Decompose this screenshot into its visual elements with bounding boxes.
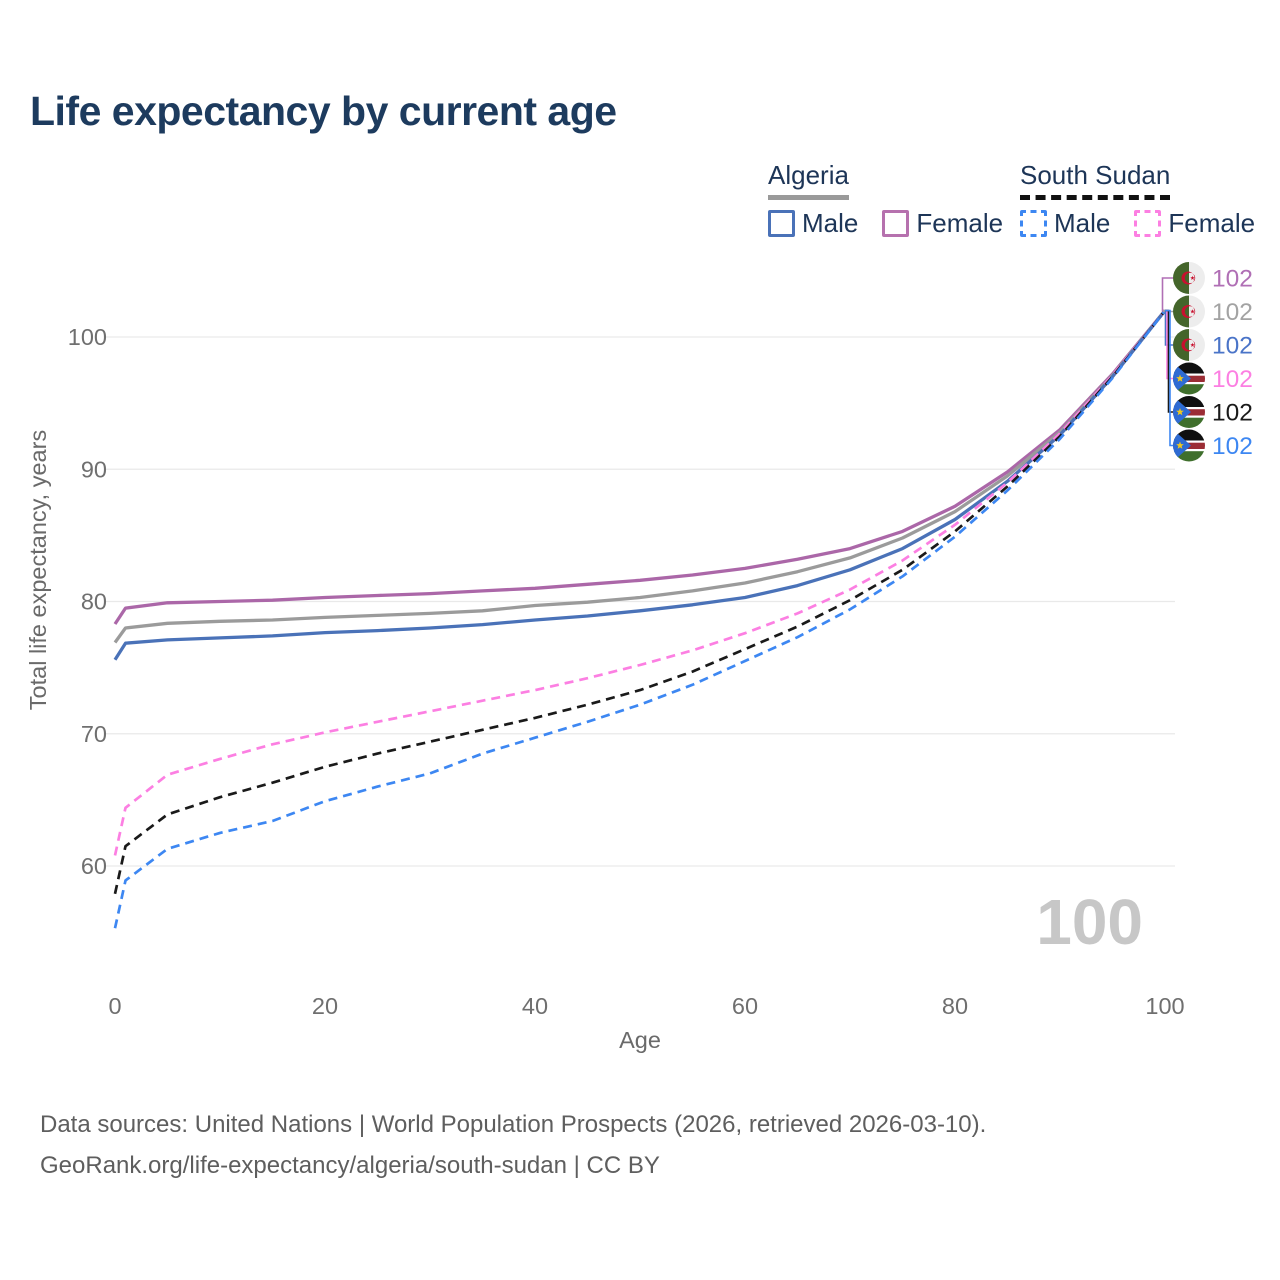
x-axis-title: Age [619, 1027, 661, 1053]
end-value-label[interactable]: 102 [1212, 333, 1253, 360]
series-line-south-sudan-male[interactable] [113, 309, 1167, 929]
x-tick-label-40: 40 [522, 993, 548, 1019]
legend: Algeria Male Female South Sudan Male [0, 160, 1280, 250]
y-tick-label-60: 60 [81, 853, 107, 879]
series-line-algeria-male[interactable] [113, 309, 1167, 661]
south-sudan-flag-icon [1173, 430, 1205, 462]
algeria-flag-icon [1173, 262, 1205, 294]
y-tick-label-70: 70 [81, 721, 107, 747]
legend-country-algeria[interactable]: Algeria [768, 160, 849, 200]
legend-group-algeria: Algeria Male Female [768, 160, 1027, 239]
series-line-algeria[interactable] [113, 309, 1167, 644]
x-tick-label-100: 100 [1145, 993, 1184, 1019]
source-url-line: GeoRank.org/life-expectancy/algeria/sout… [40, 1152, 660, 1179]
end-labels-layer: 102 102 102 102 102 102 [1161, 262, 1253, 462]
algeria-flag-icon [1173, 329, 1205, 361]
end-value-label[interactable]: 102 [1212, 266, 1253, 293]
south-sudan-flag-icon [1173, 363, 1205, 395]
footer-attribution: Data sources: United Nations | World Pop… [40, 1104, 1220, 1186]
legend-item-algeria-female[interactable]: Female [882, 208, 1003, 239]
end-label-leader-line [1161, 277, 1173, 312]
south-sudan-female-swatch-icon [1134, 210, 1162, 237]
page-title: Life expectancy by current age [30, 88, 617, 134]
legend-country-south-sudan[interactable]: South Sudan [1020, 160, 1171, 200]
y-tick-label-80: 80 [81, 589, 107, 615]
south-sudan-male-swatch-icon [1020, 210, 1047, 237]
data-sources-line: Data sources: United Nations | World Pop… [40, 1111, 987, 1138]
series-line-south-sudan-female[interactable] [113, 309, 1167, 856]
series-line-south-sudan[interactable] [113, 309, 1167, 895]
end-value-label[interactable]: 102 [1212, 366, 1253, 393]
legend-item-algeria-male[interactable]: Male [768, 208, 858, 239]
algeria-flag-icon [1173, 296, 1205, 328]
series-line-algeria-female[interactable] [113, 309, 1167, 625]
algeria-female-swatch-icon [882, 210, 910, 237]
series-layer [113, 309, 1167, 929]
end-label-leader-line [1165, 309, 1173, 447]
gridlines-layer [105, 336, 1175, 867]
legend-label-algeria-male: Male [802, 208, 859, 238]
legend-group-south-sudan: South Sudan Male Female [1020, 160, 1279, 239]
axis-ticks-layer: 60 70 80 90 100 0 20 40 60 80 100 [68, 324, 1185, 1019]
y-axis-title: Total life expectancy, years [25, 430, 51, 710]
legend-label-south-sudan-female: Female [1168, 208, 1256, 238]
legend-items-south-sudan: Male Female [1020, 208, 1279, 239]
end-value-label[interactable]: 102 [1212, 400, 1253, 427]
legend-items-algeria: Male Female [768, 208, 1027, 239]
south-sudan-flag-icon [1173, 396, 1205, 428]
x-tick-label-80: 80 [942, 993, 968, 1019]
y-tick-label-100: 100 [68, 324, 107, 350]
age-indicator-watermark: 100 [1036, 886, 1143, 958]
end-value-label[interactable]: 102 [1212, 433, 1253, 460]
x-tick-label-0: 0 [108, 993, 121, 1019]
y-tick-label-90: 90 [81, 456, 107, 482]
legend-label-algeria-female: Female [916, 208, 1004, 238]
legend-label-south-sudan-male: Male [1054, 208, 1111, 238]
legend-item-south-sudan-male[interactable]: Male [1020, 208, 1110, 239]
x-tick-label-20: 20 [312, 993, 338, 1019]
end-value-label[interactable]: 102 [1212, 299, 1253, 326]
x-tick-label-60: 60 [732, 993, 758, 1019]
legend-item-south-sudan-female[interactable]: Female [1134, 208, 1255, 239]
algeria-male-swatch-icon [768, 210, 795, 237]
